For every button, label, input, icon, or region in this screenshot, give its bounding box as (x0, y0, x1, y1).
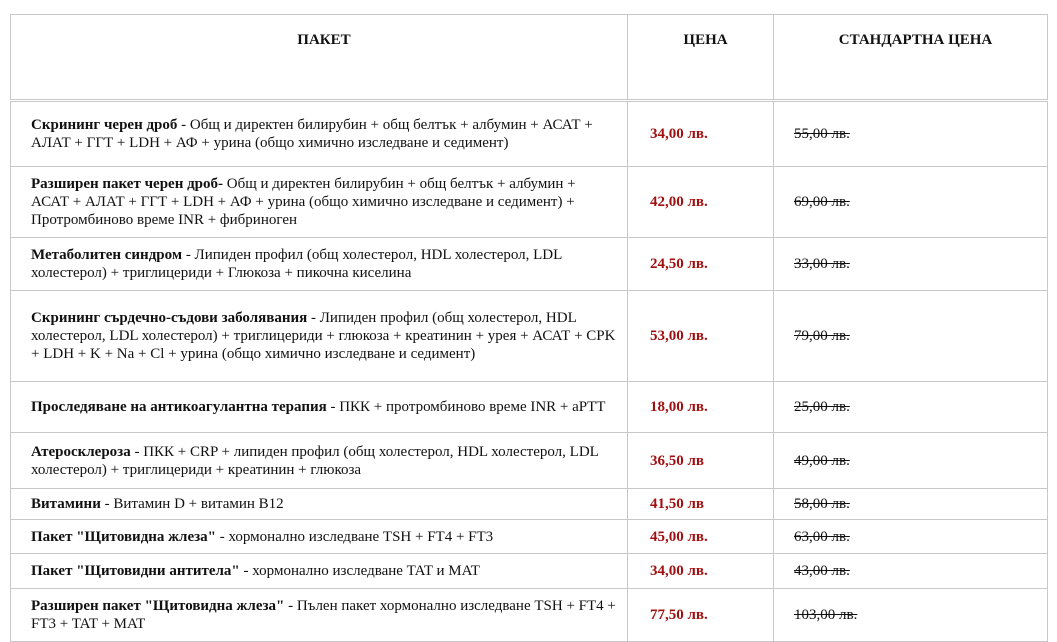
header-cell: СТАНДАРТНА ЦЕНА (773, 14, 1048, 102)
package-description: - ПКК + CRP + липиден профил (общ холест… (31, 443, 599, 478)
package-description: - Липиден профил (общ холестерол, HDL хо… (31, 310, 616, 362)
standard-price: 43,00 лв. (773, 553, 1048, 589)
table-head: ПАКЕТ ЦЕНА СТАНДАРТНА ЦЕНА (10, 14, 1048, 102)
price: 24,50 лв. (627, 237, 774, 291)
package-description: - Общ и директен билирубин + общ белтък … (31, 117, 593, 151)
package-description: - Липиден профил (общ холестерол, HDL хо… (31, 247, 562, 281)
table-row: Скрининг черен дроб - Общ и директен бил… (10, 100, 1048, 167)
header-cell: ПАКЕТ (10, 14, 628, 102)
package-description: - Витамин D + витамин B12 (104, 496, 284, 512)
table-row: Пакет "Щитовидни антитела" - хормонално … (10, 553, 1048, 589)
package-cell: Проследяване на антикоагулантна терапия … (10, 381, 628, 433)
package-description: - Пълен пакет хормонално изследване TSH … (31, 598, 616, 632)
standard-price: 79,00 лв. (773, 290, 1048, 382)
package-cell: Разширен пакет "Щитовидна жлеза" - Пълен… (10, 588, 628, 642)
package-cell: Пакет "Щитовидни антитела" - хормонално … (10, 553, 628, 589)
price-table: ПАКЕТ ЦЕНА СТАНДАРТНА ЦЕНА Скрининг чере… (10, 14, 1048, 642)
standard-price: 103,00 лв. (773, 588, 1048, 642)
package-cell: Атеросклероза - ПКК + CRP + липиден проф… (10, 432, 628, 489)
standard-price: 25,00 лв. (773, 381, 1048, 433)
package-name: Витамини (31, 496, 101, 512)
package-cell: Скрининг черен дроб - Общ и директен бил… (10, 100, 628, 167)
table-row: Проследяване на антикоагулантна терапия … (10, 381, 1048, 433)
package-cell: Разширен пакет черен дроб- Общ и директе… (10, 166, 628, 238)
package-name: Атеросклероза (31, 443, 131, 460)
table-row: Метаболитен синдром - Липиден профил (об… (10, 237, 1048, 291)
package-name: Проследяване на антикоагулантна терапия (31, 399, 327, 415)
package-name: Пакет "Щитовидна жлеза" (31, 528, 216, 545)
price: 34,00 лв. (627, 100, 774, 167)
standard-price: 55,00 лв. (773, 100, 1048, 167)
package-cell: Метаболитен синдром - Липиден профил (об… (10, 237, 628, 291)
price: 36,50 лв (627, 432, 774, 489)
package-cell: Пакет "Щитовидна жлеза" - хормонално изс… (10, 519, 628, 554)
table-row: Разширен пакет черен дроб- Общ и директе… (10, 166, 1048, 238)
package-description: - ПКК + протромбиново време INR + aPTT (330, 399, 606, 415)
header-row: ПАКЕТ ЦЕНА СТАНДАРТНА ЦЕНА (10, 14, 1048, 102)
price: 77,50 лв. (627, 588, 774, 642)
price: 41,50 лв (627, 488, 774, 520)
standard-price: 33,00 лв. (773, 237, 1048, 291)
package-name: Пакет "Щитовидни антитела" (31, 563, 240, 579)
price: 53,00 лв. (627, 290, 774, 382)
package-name: Скрининг черен дроб (31, 117, 178, 133)
package-description: - хормонално изследване TAT и MAT (243, 563, 480, 579)
price: 18,00 лв. (627, 381, 774, 433)
table-body: Скрининг черен дроб - Общ и директен бил… (10, 100, 1048, 642)
standard-price: 63,00 лв. (773, 519, 1048, 554)
package-description: - хормонално изследване TSH + FT4 + FT3 (219, 528, 494, 545)
standard-price: 58,00 лв. (773, 488, 1048, 520)
package-name: Метаболитен синдром (31, 247, 183, 263)
price: 42,00 лв. (627, 166, 774, 238)
standard-price: 69,00 лв. (773, 166, 1048, 238)
package-description: Общ и директен билирубин + общ белтък + … (31, 176, 576, 228)
price: 34,00 лв. (627, 553, 774, 589)
package-cell: Скрининг сърдечно-съдови заболявания - Л… (10, 290, 628, 382)
table-row: Пакет "Щитовидна жлеза" - хормонално изс… (10, 519, 1048, 554)
table-row: Атеросклероза - ПКК + CRP + липиден проф… (10, 432, 1048, 489)
package-name: Скрининг сърдечно-съдови заболявания (31, 310, 308, 326)
package-name: Разширен пакет черен дроб- (31, 176, 224, 192)
standard-price: 49,00 лв. (773, 432, 1048, 489)
price: 45,00 лв. (627, 519, 774, 554)
package-name: Разширен пакет "Щитовидна жлеза" (31, 598, 285, 614)
table-row: Витамини - Витамин D + витамин B12 41,50 … (10, 488, 1048, 520)
package-cell: Витамини - Витамин D + витамин B12 (10, 488, 628, 520)
header-cell: ЦЕНА (627, 14, 774, 102)
table-row: Скрининг сърдечно-съдови заболявания - Л… (10, 290, 1048, 382)
table-row: Разширен пакет "Щитовидна жлеза" - Пълен… (10, 588, 1048, 642)
